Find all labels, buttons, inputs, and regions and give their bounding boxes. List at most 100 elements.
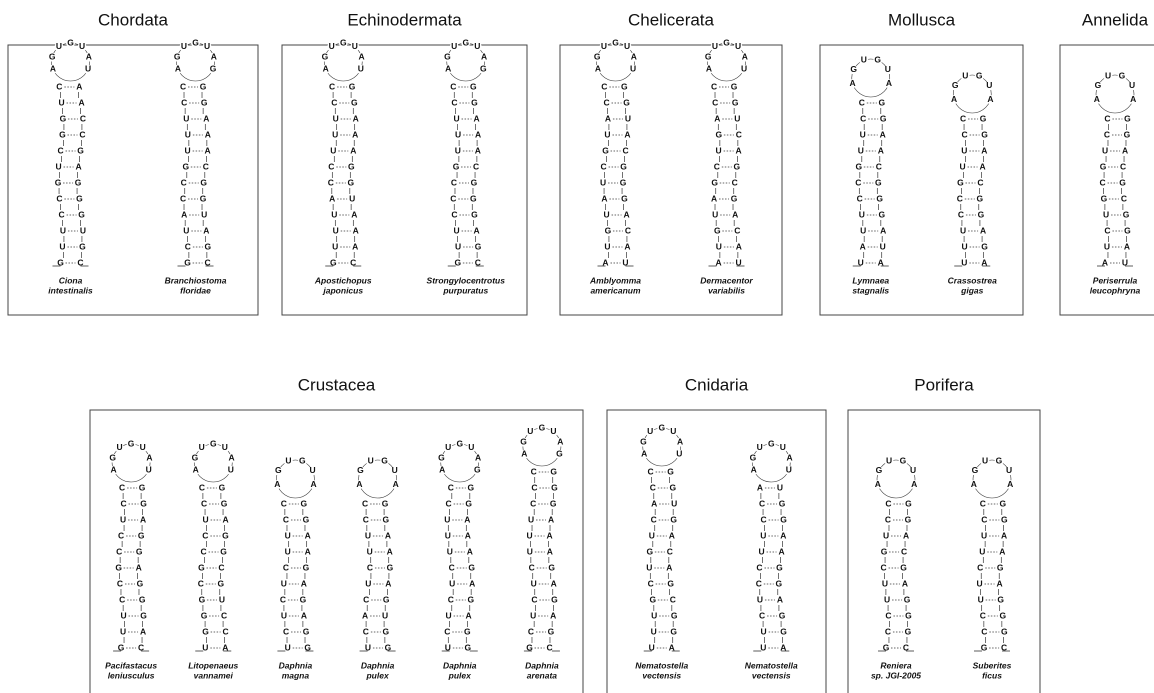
nucleotide: C xyxy=(199,482,205,492)
nucleotide: A xyxy=(445,64,451,74)
nucleotide: G xyxy=(222,530,229,540)
nucleotide: U xyxy=(624,41,630,51)
species-label: Nematostella xyxy=(745,660,798,670)
nucleotide: C xyxy=(603,97,609,107)
group-title: Chordata xyxy=(98,10,168,29)
nucleotide: G xyxy=(444,51,451,61)
nucleotide: G xyxy=(453,161,460,171)
nucleotide: G xyxy=(184,257,191,267)
nucleotide: U xyxy=(780,442,786,452)
nucleotide: G xyxy=(900,456,907,466)
nucleotide: G xyxy=(438,452,445,462)
nucleotide: G xyxy=(1101,193,1108,203)
nucleotide: G xyxy=(462,37,469,47)
nucleotide: G xyxy=(667,578,674,588)
nucleotide: U xyxy=(116,442,122,452)
nucleotide: U xyxy=(392,465,398,475)
nucleotide: G xyxy=(905,626,912,636)
nucleotide: G xyxy=(1119,71,1126,81)
nucleotide: G xyxy=(470,81,477,91)
nucleotide: U xyxy=(332,129,338,139)
nucleotide: G xyxy=(471,177,478,187)
nucleotide: C xyxy=(860,113,866,123)
nucleotide: U xyxy=(649,642,655,652)
nucleotide: C xyxy=(880,562,886,572)
nucleotide: U xyxy=(367,546,373,556)
species-label: floridae xyxy=(180,285,211,295)
nucleotide: U xyxy=(786,465,792,475)
nucleotide: U xyxy=(859,209,865,219)
nucleotide: C xyxy=(56,193,62,203)
nucleotide: U xyxy=(382,610,388,620)
nucleotide: A xyxy=(850,78,856,88)
nucleotide: U xyxy=(56,41,62,51)
nucleotide: U xyxy=(1103,209,1109,219)
nucleotide: A xyxy=(951,94,957,104)
nucleotide: A xyxy=(548,514,554,524)
nucleotide: U xyxy=(910,465,916,475)
nucleotide: U xyxy=(716,241,722,251)
nucleotide: U xyxy=(199,442,205,452)
nucleotide: G xyxy=(471,97,478,107)
nucleotide: A xyxy=(886,78,892,88)
nucleotide: A xyxy=(352,241,358,251)
nucleotide: U xyxy=(976,578,982,588)
nucleotide: C xyxy=(901,546,907,556)
nucleotide: C xyxy=(761,514,767,524)
nucleotide: U xyxy=(329,41,335,51)
nucleotide: U xyxy=(185,145,191,155)
nucleotide: C xyxy=(622,145,628,155)
nucleotide: U xyxy=(331,209,337,219)
nucleotide: G xyxy=(140,498,147,508)
nucleotide: A xyxy=(706,64,712,74)
nucleotide: A xyxy=(880,225,886,235)
nucleotide: G xyxy=(779,498,786,508)
nucleotide: C xyxy=(119,482,125,492)
nucleotide: G xyxy=(55,177,62,187)
nucleotide: G xyxy=(115,562,122,572)
nucleotide: U xyxy=(333,113,339,123)
nucleotide: G xyxy=(551,594,558,604)
nucleotide: U xyxy=(333,225,339,235)
nucleotide: A xyxy=(623,209,629,219)
panel-box xyxy=(607,410,826,693)
nucleotide: G xyxy=(856,161,863,171)
nucleotide: A xyxy=(521,449,527,459)
nucleotide: G xyxy=(139,482,146,492)
nucleotide: C xyxy=(885,626,891,636)
nucleotide: U xyxy=(120,610,126,620)
nucleotide: A xyxy=(205,129,211,139)
nucleotide: A xyxy=(605,113,611,123)
nucleotide: G xyxy=(669,482,676,492)
nucleotide: C xyxy=(759,498,765,508)
nucleotide: G xyxy=(349,81,356,91)
nucleotide: U xyxy=(961,145,967,155)
nucleotide: C xyxy=(363,594,369,604)
nucleotide: G xyxy=(467,482,474,492)
nucleotide: U xyxy=(777,482,783,492)
nucleotide: G xyxy=(275,465,282,475)
nucleotide: U xyxy=(880,241,886,251)
nucleotide: U xyxy=(203,514,209,524)
nucleotide: G xyxy=(981,129,988,139)
nucleotide: G xyxy=(850,64,857,74)
nucleotide: G xyxy=(526,642,533,652)
nucleotide: U xyxy=(962,71,968,81)
nucleotide: A xyxy=(716,257,722,267)
nucleotide: U xyxy=(228,465,234,475)
nucleotide: A xyxy=(911,479,917,489)
nucleotide: U xyxy=(445,642,451,652)
nucleotide: C xyxy=(281,498,287,508)
nucleotide: G xyxy=(383,514,390,524)
nucleotide: G xyxy=(539,422,546,432)
nucleotide: U xyxy=(858,257,864,267)
nucleotide: G xyxy=(351,97,358,107)
nucleotide: U xyxy=(365,578,371,588)
nucleotide: A xyxy=(136,562,142,572)
nucleotide: A xyxy=(351,209,357,219)
nucleotide: U xyxy=(600,177,606,187)
nucleotide: C xyxy=(531,594,537,604)
nucleotide: G xyxy=(904,594,911,604)
nucleotide: G xyxy=(978,209,985,219)
species-label: pulex xyxy=(365,670,389,680)
